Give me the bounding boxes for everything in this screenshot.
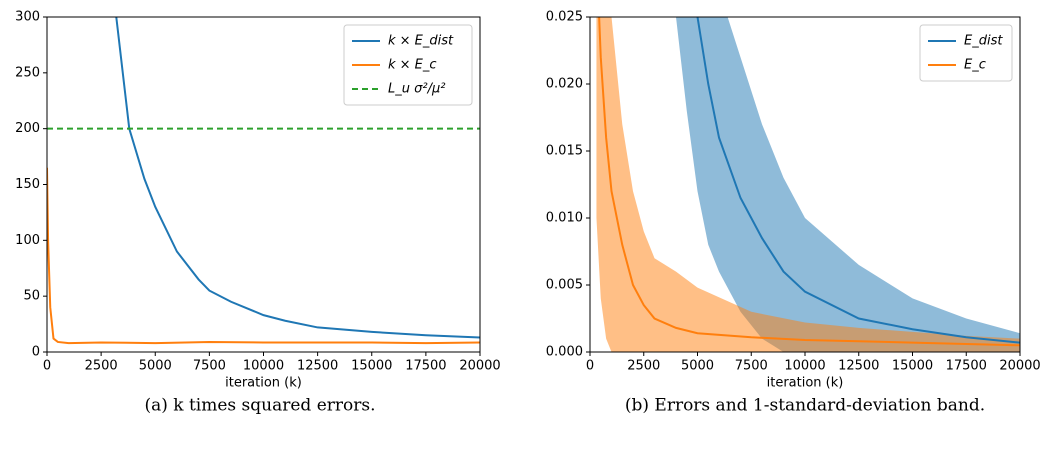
- x-tick-label: 10000: [243, 359, 284, 374]
- y-tick-label: 0.000: [546, 345, 583, 360]
- x-tick-label: 20000: [999, 359, 1040, 374]
- y-tick-label: 200: [15, 121, 40, 136]
- legend-label: L_u σ²/μ²: [388, 82, 445, 97]
- y-tick-label: 300: [15, 10, 40, 25]
- y-tick-label: 0.025: [546, 10, 583, 25]
- x-tick-label: 7500: [193, 359, 226, 374]
- x-axis-label: iteration (k): [225, 376, 302, 391]
- plot-area: [47, 17, 480, 345]
- x-tick-label: 15000: [892, 359, 933, 374]
- legend-label: k × E_dist: [388, 34, 454, 49]
- y-tick-label: 100: [15, 233, 40, 248]
- x-tick-label: 17500: [946, 359, 987, 374]
- y-tick-label: 0.020: [546, 77, 583, 92]
- legend-label: k × E_c: [388, 58, 437, 73]
- series-line: [47, 167, 480, 345]
- series-line: [598, 17, 1020, 347]
- caption: (b) Errors and 1-standard-deviation band…: [625, 396, 985, 416]
- x-tick-label: 15000: [351, 359, 392, 374]
- y-tick-label: 150: [15, 177, 40, 192]
- y-tick-label: 0.015: [546, 144, 583, 159]
- x-tick-label: 2500: [627, 359, 660, 374]
- y-tick-label: 0.005: [546, 278, 583, 293]
- series-line: [696, 17, 1020, 344]
- x-tick-label: 7500: [735, 359, 768, 374]
- legend-label: E_dist: [964, 34, 1003, 49]
- x-tick-label: 20000: [459, 359, 500, 374]
- std-band: [676, 17, 1020, 352]
- y-tick-label: 0: [32, 345, 40, 360]
- std-band: [596, 17, 1020, 352]
- x-tick-label: 17500: [405, 359, 446, 374]
- x-tick-label: 12500: [297, 359, 338, 374]
- series-line: [115, 17, 480, 339]
- x-tick-label: 2500: [85, 359, 118, 374]
- x-tick-label: 5000: [139, 359, 172, 374]
- y-tick-label: 250: [15, 65, 40, 80]
- legend-label: E_c: [964, 58, 986, 73]
- x-tick-label: 0: [586, 359, 594, 374]
- x-tick-label: 10000: [784, 359, 825, 374]
- x-tick-label: 12500: [838, 359, 879, 374]
- x-tick-label: 5000: [681, 359, 714, 374]
- y-tick-label: 50: [23, 289, 40, 304]
- x-tick-label: 0: [43, 359, 51, 374]
- legend-box: [343, 24, 473, 106]
- plot-area: [596, 17, 1020, 352]
- caption: (a) k times squared errors.: [144, 396, 375, 416]
- y-tick-label: 0.010: [546, 211, 583, 226]
- x-axis-label: iteration (k): [767, 376, 844, 391]
- legend-box: [919, 24, 1013, 82]
